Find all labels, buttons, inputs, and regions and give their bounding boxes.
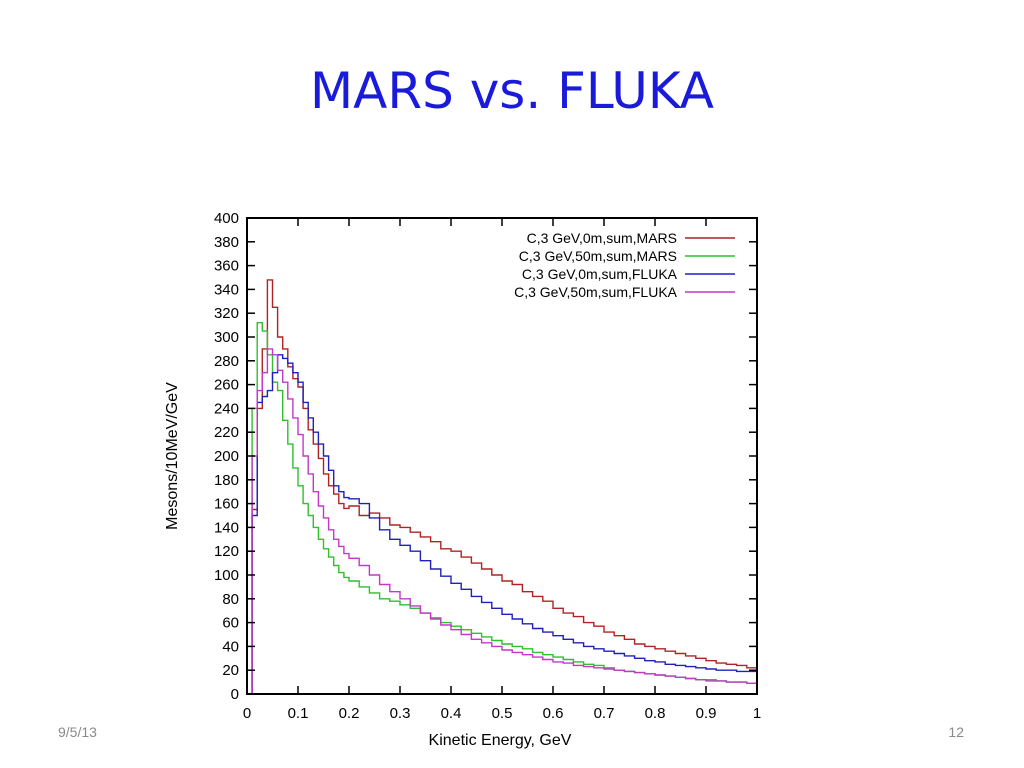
y-tick-label: 40 <box>222 638 239 655</box>
slide-title: MARS vs. FLUKA <box>310 62 714 120</box>
x-tick-label: 0.6 <box>543 705 564 722</box>
series-layer <box>247 279 757 695</box>
date-footer: 9/5/13 <box>58 724 97 740</box>
y-tick-label: 240 <box>214 400 239 417</box>
y-tick-label: 280 <box>214 353 239 370</box>
y-tick-label: 60 <box>222 615 239 632</box>
x-axis-title: Kinetic Energy, GeV <box>429 732 572 749</box>
legend-label-3: C,3 GeV,0m,sum,FLUKA <box>522 266 678 282</box>
y-tick-label: 80 <box>222 591 239 608</box>
y-tick-label: 100 <box>214 567 239 584</box>
y-tick-label: 400 <box>214 210 239 227</box>
x-tick-label: 0.5 <box>492 705 513 722</box>
x-tick-label: 0.2 <box>339 705 360 722</box>
legend-label-1: C,3 GeV,0m,sum,MARS <box>527 230 677 246</box>
legend-label-2: C,3 GeV,50m,sum,MARS <box>519 248 677 264</box>
x-tick-label: 0 <box>243 705 251 722</box>
y-tick-label: 300 <box>214 329 239 346</box>
y-tick-label: 120 <box>214 543 239 560</box>
y-tick-label: 180 <box>214 472 239 489</box>
x-tick-label: 0.9 <box>696 705 717 722</box>
y-tick-label: 140 <box>214 519 239 536</box>
x-tick-label: 0.7 <box>594 705 615 722</box>
y-tick-label: 160 <box>214 496 239 513</box>
legend: C,3 GeV,0m,sum,MARS C,3 GeV,50m,sum,MARS C… <box>514 230 735 300</box>
y-tick-label: 320 <box>214 305 239 322</box>
y-tick-label: 260 <box>214 377 239 394</box>
series-line-1 <box>247 279 757 695</box>
y-tick-label: 20 <box>222 662 239 679</box>
x-tick-label: 1 <box>753 705 761 722</box>
y-tick-label: 340 <box>214 281 239 298</box>
x-tick-label: 0.3 <box>390 705 411 722</box>
page-number: 12 <box>948 724 964 740</box>
y-tick-label: 200 <box>214 448 239 465</box>
x-tick-label: 0.8 <box>645 705 666 722</box>
y-tick-label: 360 <box>214 258 239 275</box>
x-tick-label: 0.4 <box>441 705 462 722</box>
y-axis-title: Mesons/10MeV/GeV <box>164 382 181 530</box>
series-line-3 <box>247 354 757 695</box>
y-tick-label: 220 <box>214 424 239 441</box>
y-tick-label: 380 <box>214 234 239 251</box>
series-line-4 <box>247 348 757 695</box>
ticks-layer: 0 0.1 0.2 0.3 0.4 0.5 0.6 0.7 0.8 0.9 1 0 20 40 60 80 10… <box>214 210 761 722</box>
legend-label-4: C,3 GeV,50m,sum,FLUKA <box>514 284 678 300</box>
y-tick-label: 0 <box>231 686 239 703</box>
x-tick-label: 0.1 <box>288 705 309 722</box>
